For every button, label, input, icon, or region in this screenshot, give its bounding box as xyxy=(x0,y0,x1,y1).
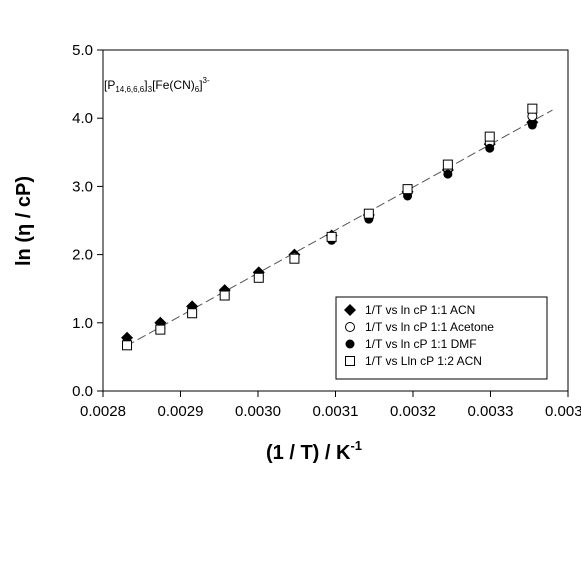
y-axis-title: ln (η / cP) xyxy=(13,176,35,266)
y-axis-ticks: 0.0 1.0 2.0 3.0 4.0 5.0 xyxy=(72,42,103,400)
legend-marker xyxy=(345,339,355,349)
data-point xyxy=(326,231,337,242)
legend-label: 1/T vs ln cP 1:1 ACN xyxy=(365,303,475,317)
legend-label: 1/T vs ln cP 1:1 Acetone xyxy=(365,320,494,334)
data-point xyxy=(187,308,198,319)
data-marks xyxy=(121,103,539,351)
data-point xyxy=(289,253,300,264)
legend-entries: 1/T vs ln cP 1:1 ACN 1/T vs ln cP 1:1 Ace… xyxy=(344,303,494,368)
data-point xyxy=(485,143,495,153)
legend-label: 1/T vs Lln cP 1:2 ACN xyxy=(365,354,482,368)
legend-box xyxy=(335,296,548,380)
legend: 1/T vs ln cP 1:1 ACN 1/T vs ln cP 1:1 Ace… xyxy=(335,296,548,380)
legend-marker xyxy=(345,322,355,332)
data-point xyxy=(527,103,538,114)
legend-marker xyxy=(345,356,355,366)
x-tick-label: 0.0033 xyxy=(468,403,514,420)
x-axis-ticks: 0.0028 0.0029 0.0030 0.0031 0.0032 0.0033 0.00… xyxy=(80,391,581,420)
x-tick-label: 0.0032 xyxy=(390,403,436,420)
x-tick-label: 0.0031 xyxy=(313,403,359,420)
x-tick-label: 0.0029 xyxy=(158,403,204,420)
x-tick-label: 0.0034 xyxy=(545,403,581,420)
x-axis-title-main: (1 / T) / K xyxy=(266,442,351,464)
x-tick-label: 0.0030 xyxy=(235,403,281,420)
data-point xyxy=(484,131,495,142)
y-tick-label: 4.0 xyxy=(72,110,93,127)
legend-label: 1/T vs ln cP 1:1 DMF xyxy=(365,337,477,351)
y-tick-label: 2.0 xyxy=(72,247,93,264)
y-tick-label: 3.0 xyxy=(72,178,93,195)
data-point xyxy=(122,340,133,351)
data-point xyxy=(363,208,374,219)
y-tick-label: 1.0 xyxy=(72,315,93,332)
x-tick-label: 0.0028 xyxy=(80,403,126,420)
data-point xyxy=(527,120,537,130)
annotation-label: [P14,6,6,6]3[Fe(CN)6]3- xyxy=(104,76,210,94)
y-tick-label: 5.0 xyxy=(72,42,93,59)
data-point xyxy=(155,324,166,335)
data-point xyxy=(253,272,264,283)
x-axis-title: (1 / T) / K-1 xyxy=(266,438,362,464)
legend-marker xyxy=(344,304,356,316)
data-point xyxy=(402,184,413,195)
y-tick-label: 0.0 xyxy=(72,383,93,400)
data-point xyxy=(219,290,230,301)
data-point xyxy=(443,169,453,179)
x-axis-title-sup: -1 xyxy=(350,438,362,453)
series-3 xyxy=(122,103,538,351)
data-point xyxy=(442,159,453,170)
